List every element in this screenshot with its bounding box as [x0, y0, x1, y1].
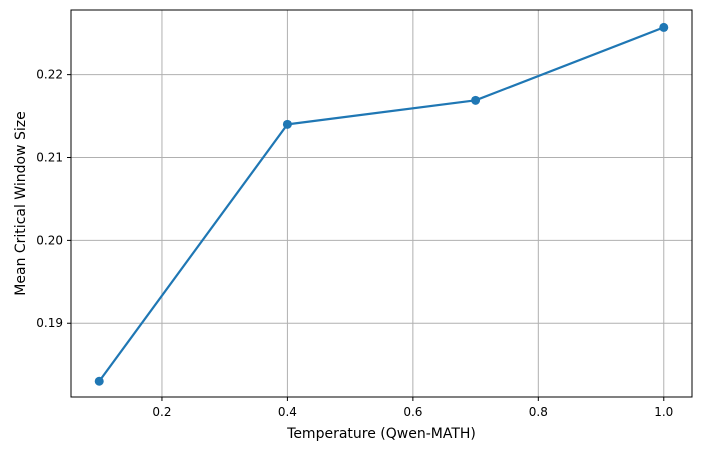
x-tick-label: 0.4 [278, 405, 297, 419]
series-layer [94, 22, 669, 386]
data-point [471, 95, 481, 105]
x-tick-label: 0.8 [529, 405, 548, 419]
y-tick-label: 0.20 [36, 233, 63, 247]
y-tick-label: 0.21 [36, 151, 63, 165]
x-tick-label: 0.6 [403, 405, 422, 419]
y-tick-label: 0.22 [36, 68, 63, 82]
data-point [94, 376, 104, 386]
y-axis: 0.19 0.20 0.21 0.22 [36, 68, 71, 330]
y-axis-title: Mean Critical Window Size [13, 111, 29, 295]
x-tick-label: 0.2 [152, 405, 171, 419]
x-axis: 0.2 0.4 0.6 0.8 1.0 [152, 397, 673, 419]
series-line [98, 26, 665, 383]
plot-area-frame [70, 9, 693, 398]
data-point [659, 22, 669, 32]
x-axis-title: Temperature (Qwen-MATH) [286, 426, 476, 442]
x-tick-label: 1.0 [654, 405, 673, 419]
data-point [282, 119, 292, 129]
y-tick-label: 0.19 [36, 316, 63, 330]
grid [71, 10, 692, 397]
